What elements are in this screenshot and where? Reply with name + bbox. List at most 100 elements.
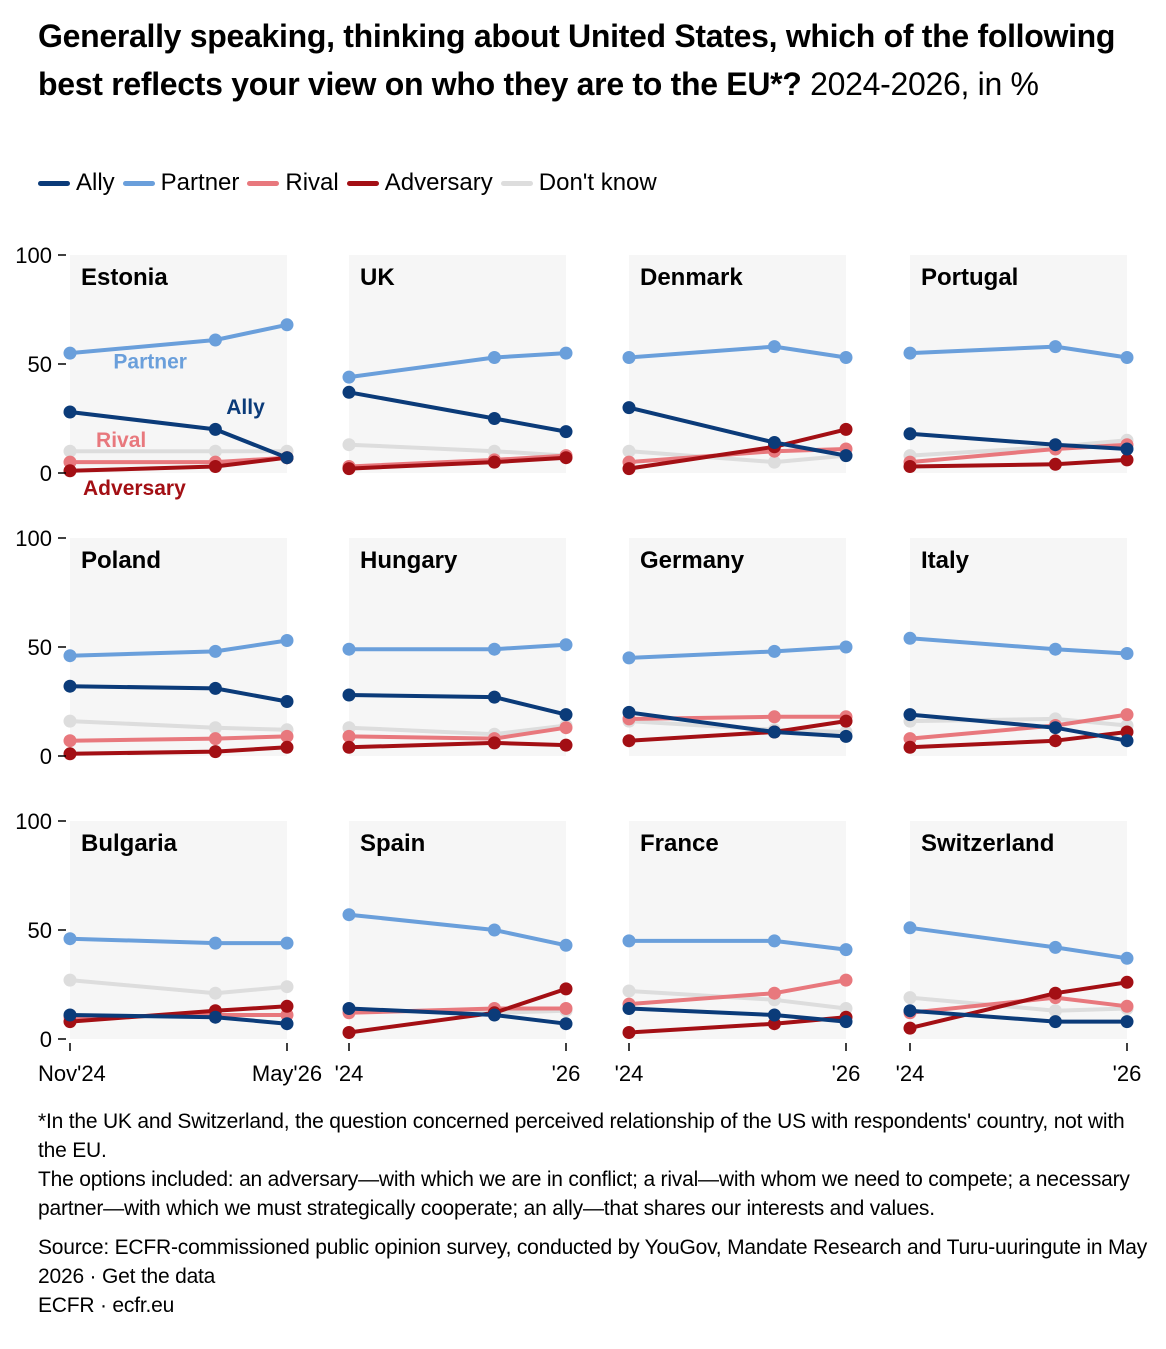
data-point-adversary	[1120, 453, 1134, 467]
data-point-don-t-know	[622, 444, 636, 458]
panel-italy: Italy	[903, 538, 1134, 756]
data-point-ally	[342, 688, 356, 702]
data-point-ally	[208, 422, 222, 436]
chart-title: Generally speaking, thinking about Unite…	[38, 12, 1148, 108]
data-point-adversary	[622, 1026, 636, 1039]
y-tick-label: 0	[40, 461, 52, 486]
data-point-rival	[559, 1002, 573, 1015]
data-point-rival	[839, 973, 853, 987]
options-note: The options included: an adversary—with …	[38, 1168, 1130, 1220]
data-point-don-t-know	[280, 980, 294, 994]
data-point-ally	[839, 1015, 853, 1029]
data-point-ally	[1048, 721, 1062, 735]
data-point-adversary	[342, 740, 356, 754]
data-point-partner	[1048, 940, 1062, 954]
data-point-ally	[903, 1004, 917, 1018]
data-point-partner	[1120, 351, 1134, 364]
data-point-rival	[767, 710, 781, 724]
data-point-rival	[208, 732, 222, 746]
data-point-partner	[1048, 642, 1062, 656]
data-point-ally	[839, 449, 853, 463]
data-point-partner	[903, 631, 917, 645]
data-point-adversary	[559, 982, 573, 996]
data-point-adversary	[1048, 734, 1062, 748]
data-point-partner	[280, 634, 294, 647]
data-point-ally	[63, 679, 77, 693]
data-point-partner	[559, 938, 573, 952]
panel-title: France	[640, 830, 719, 857]
data-point-adversary	[63, 464, 77, 478]
data-point-rival	[767, 986, 781, 1000]
data-point-don-t-know	[208, 721, 222, 735]
inline-label-ally: Ally	[226, 396, 265, 419]
legend-item-partner: Partner	[122, 166, 239, 200]
panel-title: Portugal	[921, 264, 1018, 291]
legend-swatch-rival	[247, 180, 280, 186]
data-point-adversary	[903, 740, 917, 754]
data-point-don-t-know	[63, 714, 77, 728]
legend: Ally Partner Rival Adversary Don't know	[38, 166, 657, 200]
data-point-partner	[903, 346, 917, 360]
legend-label-adversary: Adversary	[384, 169, 493, 196]
data-point-adversary	[903, 1021, 917, 1035]
data-point-ally	[342, 1002, 356, 1015]
data-point-don-t-know	[622, 984, 636, 998]
legend-item-dont-know: Don't know	[500, 166, 657, 200]
panel-title: UK	[360, 264, 395, 291]
data-point-don-t-know	[208, 444, 222, 458]
data-point-adversary	[839, 714, 853, 728]
data-point-partner	[63, 649, 77, 663]
panel-title: Switzerland	[921, 830, 1054, 857]
data-point-partner	[622, 934, 636, 948]
legend-swatch-adversary	[346, 180, 379, 186]
data-point-adversary	[903, 460, 917, 473]
x-tick-label: Nov'24	[38, 1061, 106, 1086]
panel-title: Spain	[360, 830, 425, 857]
data-point-ally	[342, 385, 356, 399]
legend-swatch-partner	[122, 180, 155, 186]
data-point-ally	[487, 690, 501, 704]
data-point-don-t-know	[63, 973, 77, 987]
data-point-don-t-know	[903, 991, 917, 1005]
source-note: Source: ECFR-commissioned public opinion…	[38, 1236, 1148, 1288]
data-point-adversary	[280, 740, 294, 754]
chart-title-question: Generally speaking, thinking about Unite…	[38, 18, 1116, 102]
y-tick-label: 50	[28, 918, 52, 943]
data-point-adversary	[622, 462, 636, 476]
y-tick-label: 100	[15, 809, 52, 834]
data-point-partner	[208, 644, 222, 658]
legend-item-adversary: Adversary	[346, 166, 493, 200]
data-point-ally	[487, 412, 501, 425]
data-point-adversary	[280, 999, 294, 1013]
data-point-don-t-know	[63, 444, 77, 458]
data-point-adversary	[208, 460, 222, 473]
panel-bulgaria: Bulgaria 0 50 100 Nov'24 May'26	[15, 809, 322, 1086]
data-point-partner	[342, 370, 356, 384]
data-point-adversary	[839, 422, 853, 436]
data-point-partner	[487, 923, 501, 937]
legend-label-ally: Ally	[76, 169, 115, 196]
panel-estonia: Estonia Partner Ally Rival Adversary 0 50 100	[15, 243, 294, 500]
legend-swatch-dont-know	[500, 180, 533, 186]
data-point-rival	[559, 721, 573, 735]
data-point-ally	[622, 1002, 636, 1015]
x-tick-label: '26	[832, 1061, 861, 1086]
legend-label-rival: Rival	[285, 169, 339, 196]
data-point-ally	[559, 708, 573, 722]
data-point-ally	[63, 1008, 77, 1022]
data-point-partner	[559, 638, 573, 652]
data-point-ally	[839, 729, 853, 743]
panel-spain: Spain '24 '26	[335, 821, 580, 1086]
data-point-rival	[1120, 708, 1134, 722]
data-point-ally	[280, 695, 294, 708]
data-point-ally	[1048, 438, 1062, 452]
data-point-ally	[622, 705, 636, 719]
panel-title: Estonia	[81, 264, 168, 291]
panel-title: Italy	[921, 547, 970, 574]
y-tick-label: 50	[28, 635, 52, 660]
data-point-adversary	[622, 734, 636, 748]
data-point-rival	[342, 729, 356, 743]
legend-swatch-ally	[38, 180, 70, 186]
data-point-partner	[487, 642, 501, 656]
data-point-ally	[559, 1017, 573, 1031]
